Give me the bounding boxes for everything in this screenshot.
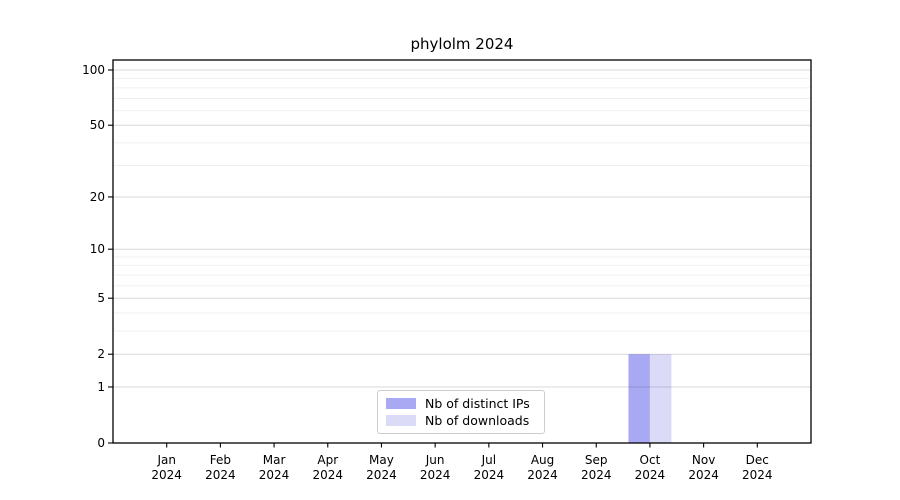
legend-item-distinct-ips: Nb of distinct IPs <box>386 396 535 411</box>
y-tick-label-20: 20 <box>89 189 105 204</box>
x-tick-label-apr: Apr 2024 <box>312 453 344 482</box>
x-tick-label-oct: Oct 2024 <box>634 453 666 482</box>
chart-title: phylolm 2024 <box>410 35 514 53</box>
x-tick-label-dec: Dec 2024 <box>742 453 773 482</box>
y-tick-label-2: 2 <box>97 347 105 362</box>
x-tick-label-jan: Jan 2024 <box>151 453 182 482</box>
x-tick-label-feb: Feb 2024 <box>205 453 236 482</box>
legend-label-distinct-ips: Nb of distinct IPs <box>425 396 530 411</box>
x-tick-label-aug: Aug 2024 <box>527 453 558 482</box>
y-tick-label-50: 50 <box>89 118 105 133</box>
x-tick-label-may: May 2024 <box>366 453 397 482</box>
y-tick-label-100: 100 <box>82 63 105 77</box>
bar-oct-distinct-ips <box>628 354 650 443</box>
legend-swatch-distinct-ips <box>386 398 416 409</box>
legend: Nb of distinct IPs Nb of downloads <box>377 390 545 434</box>
y-tick-label-1: 1 <box>97 379 105 394</box>
x-tick-label-jul: Jul 2024 <box>473 453 505 482</box>
y-tick-label-0: 0 <box>97 436 105 450</box>
y-tick-label-10: 10 <box>89 242 105 257</box>
bar-oct-downloads <box>649 354 672 443</box>
y-tick-label-5: 5 <box>97 291 105 306</box>
plot-border <box>112 59 812 444</box>
x-tick-label-sep: Sep 2024 <box>580 453 612 482</box>
x-tick-label-mar: Mar 2024 <box>258 453 290 482</box>
x-tick-label-jun: Jun 2024 <box>419 453 451 482</box>
legend-item-downloads: Nb of downloads <box>386 413 535 428</box>
x-tick-label-nov: Nov 2024 <box>688 453 719 482</box>
legend-label-downloads: Nb of downloads <box>425 413 530 428</box>
legend-swatch-downloads <box>386 415 416 426</box>
